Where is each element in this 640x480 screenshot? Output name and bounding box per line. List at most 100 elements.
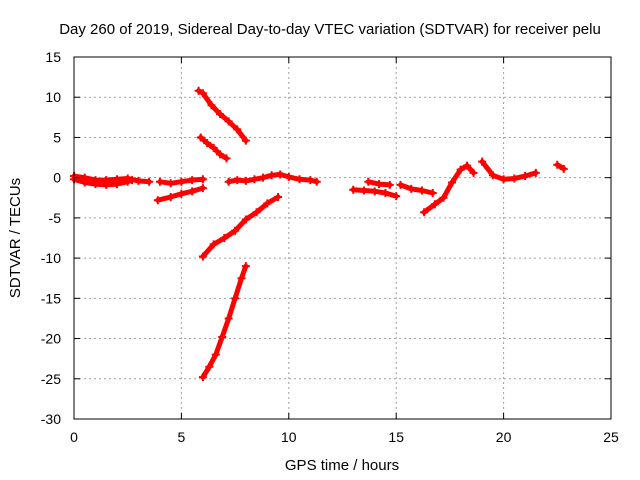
data-point	[370, 187, 379, 196]
data-point	[478, 157, 487, 166]
data-point	[559, 164, 568, 173]
data-point	[306, 176, 315, 185]
data-point	[252, 208, 261, 217]
y-tick-label: -25	[41, 371, 61, 387]
y-tick-label: -30	[41, 411, 61, 427]
y-tick-label: -20	[41, 331, 61, 347]
data-point	[112, 175, 121, 184]
data-point	[209, 143, 218, 152]
data-arc-12	[398, 182, 436, 196]
y-tick-label: 0	[53, 170, 61, 186]
data-point	[203, 139, 212, 148]
data-point	[224, 117, 233, 126]
data-point	[166, 192, 175, 201]
data-point	[220, 234, 229, 242]
data-point	[469, 168, 478, 177]
data-point	[198, 175, 207, 184]
data-point	[231, 226, 240, 235]
data-point	[134, 176, 143, 185]
data-point	[553, 160, 562, 169]
chart-title: Day 260 of 2019, Sidereal Day-to-day VTE…	[59, 21, 601, 38]
data-point	[250, 175, 259, 184]
data-point	[420, 208, 429, 217]
grid-layer	[74, 57, 611, 419]
data-point	[211, 350, 220, 359]
x-tick-label: 10	[281, 429, 297, 445]
data-point	[224, 177, 233, 186]
data-point	[407, 184, 416, 193]
data-point	[263, 199, 272, 208]
data-arc-8	[200, 194, 281, 259]
data-point	[80, 173, 89, 182]
data-point	[222, 154, 231, 163]
data-point	[145, 177, 154, 186]
data-point	[216, 150, 225, 159]
y-tick-label: -15	[41, 290, 61, 306]
data-point	[123, 174, 132, 183]
data-point	[241, 136, 250, 145]
data-point	[209, 240, 218, 249]
data-point	[218, 332, 227, 341]
data-point	[198, 252, 207, 261]
data-point	[430, 200, 439, 209]
data-point	[198, 89, 207, 98]
data-point	[153, 196, 162, 205]
data-point	[166, 179, 175, 188]
data-point	[375, 180, 384, 189]
data-point	[284, 172, 293, 181]
data-point	[392, 192, 401, 201]
x-tick-label: 0	[70, 429, 78, 445]
x-tick-label: 25	[603, 429, 619, 445]
data-point	[233, 125, 242, 134]
data-arc-9	[200, 263, 249, 380]
data-point	[224, 314, 233, 323]
data-point	[499, 175, 508, 184]
data-point	[241, 262, 250, 271]
data-point	[216, 110, 225, 119]
data-point	[448, 178, 457, 187]
data-point	[188, 176, 197, 185]
data-point	[417, 186, 426, 195]
data-point	[295, 175, 304, 184]
y-tick-label: 15	[45, 49, 61, 65]
data-point	[463, 161, 472, 170]
data-point	[267, 171, 276, 180]
x-tick-label: 20	[496, 429, 512, 445]
data-point	[198, 184, 207, 193]
data-point	[177, 177, 186, 186]
data-arc-5	[196, 88, 249, 144]
data-point	[205, 362, 214, 371]
data-point	[396, 180, 405, 189]
data-point	[364, 177, 373, 186]
tick-layer: 0 5 10 15 20 25 15 10 5 0 -5 -10 -15 -20 -25 -30	[41, 49, 619, 445]
data-point	[188, 187, 197, 196]
data-point	[349, 185, 358, 194]
data-point	[274, 192, 283, 201]
data-point	[155, 177, 164, 186]
data-point	[385, 180, 394, 189]
data-point	[231, 294, 240, 303]
data-point	[194, 86, 203, 95]
y-tick-label: 5	[53, 129, 61, 145]
x-axis-label: GPS time / hours	[285, 457, 399, 474]
data-point	[488, 171, 497, 180]
data-point	[428, 188, 437, 197]
data-point	[531, 168, 540, 177]
data-point	[456, 165, 465, 174]
y-tick-label: -10	[41, 250, 61, 266]
series-layer	[70, 86, 568, 382]
data-point	[196, 133, 205, 142]
plot-frame	[73, 56, 612, 420]
y-tick-label: 10	[45, 89, 61, 105]
data-point	[276, 170, 285, 179]
data-point	[102, 176, 111, 185]
data-point	[359, 186, 368, 195]
data-point	[207, 101, 216, 110]
data-point	[510, 174, 519, 183]
data-point	[241, 176, 250, 185]
data-point	[91, 176, 100, 185]
data-point	[198, 373, 207, 382]
data-point	[381, 188, 390, 197]
y-tick-label: -5	[49, 210, 62, 226]
